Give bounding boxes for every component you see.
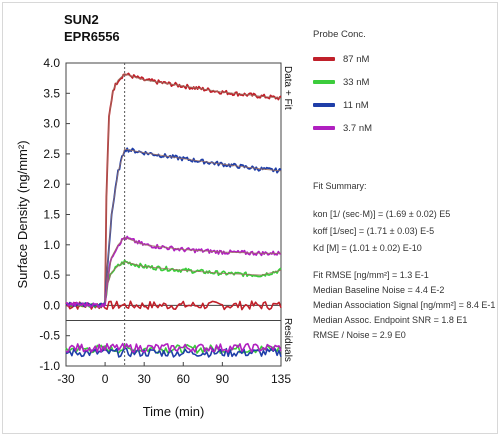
fit-stat-baseline-noise: Median Baseline Noise = 4.4 E-2 — [313, 285, 445, 295]
fit-stat-association-signal: Median Association Signal [ng/mm²] = 8.4… — [313, 300, 496, 310]
data-trace — [65, 147, 282, 308]
legend-label: 11 nM — [343, 100, 369, 111]
chart-title-line1: SUN2 — [64, 12, 99, 27]
fit-curve — [104, 148, 282, 303]
legend-swatch — [313, 80, 335, 84]
fit-stat-rmse-noise: RMSE / Noise = 2.9 E0 — [313, 330, 406, 340]
legend-label: 87 nM — [343, 54, 370, 65]
x-tick-label: -30 — [57, 372, 75, 386]
x-tick-label: 60 — [177, 372, 191, 386]
y-tick-label: 1.0 — [43, 238, 60, 252]
y-tick-label: 2.5 — [43, 147, 60, 161]
y-tick-label: 3.5 — [43, 86, 60, 100]
legend-swatch — [313, 103, 335, 107]
chart-title-line2: EPR6556 — [64, 29, 120, 44]
data-trace — [65, 259, 282, 309]
fit-param-kd: Kd [M] = (1.01 ± 0.02) E-10 — [313, 243, 422, 253]
fit-stat-rmse: Fit RMSE [ng/mm²] = 1.3 E-1 — [313, 270, 429, 280]
y-tick-label: -0.5 — [39, 329, 60, 343]
data-trace — [66, 235, 282, 308]
y-tick-label: 1.5 — [43, 208, 60, 222]
y-tick-label: -1.0 — [39, 359, 60, 373]
data-trace — [65, 72, 282, 309]
y-tick-label: 0.5 — [43, 268, 60, 282]
figure-frame — [2, 2, 498, 434]
y-tick-label: 2.0 — [43, 177, 60, 191]
fit-curve — [104, 73, 282, 303]
x-tick-label: 135 — [271, 372, 291, 386]
y-tick-label: 4.0 — [43, 56, 60, 70]
x-axis-label: Time (min) — [143, 404, 205, 419]
legend-swatch — [313, 126, 335, 130]
residuals-label: Residuals — [282, 318, 293, 362]
x-tick-label: 90 — [216, 372, 230, 386]
fit-curve — [104, 236, 281, 303]
fit-param-kon: kon [1/ (sec·M)] = (1.69 ± 0.02) E5 — [313, 209, 451, 219]
fit-summary-title: Fit Summary: — [313, 181, 367, 191]
legend-swatch — [313, 57, 335, 61]
y-axis-label: Surface Density (ng/mm²) — [15, 140, 30, 288]
y-tick-label: 3.0 — [43, 117, 60, 131]
x-tick-label: 30 — [138, 372, 152, 386]
legend-label: 3.7 nM — [343, 123, 373, 134]
legend-title: Probe Conc. — [313, 29, 366, 40]
fit-curve — [104, 261, 282, 303]
residual-trace — [65, 342, 282, 353]
data-fit-label: Data + Fit — [282, 66, 293, 110]
y-tick-label: 0.0 — [43, 298, 60, 312]
fit-stat-endpoint-snr: Median Assoc. Endpoint SNR = 1.8 E1 — [313, 315, 468, 325]
x-tick-label: 0 — [102, 372, 109, 386]
legend-label: 33 nM — [343, 77, 370, 88]
fit-param-koff: koff [1/sec] = (1.71 ± 0.03) E-5 — [313, 226, 435, 236]
